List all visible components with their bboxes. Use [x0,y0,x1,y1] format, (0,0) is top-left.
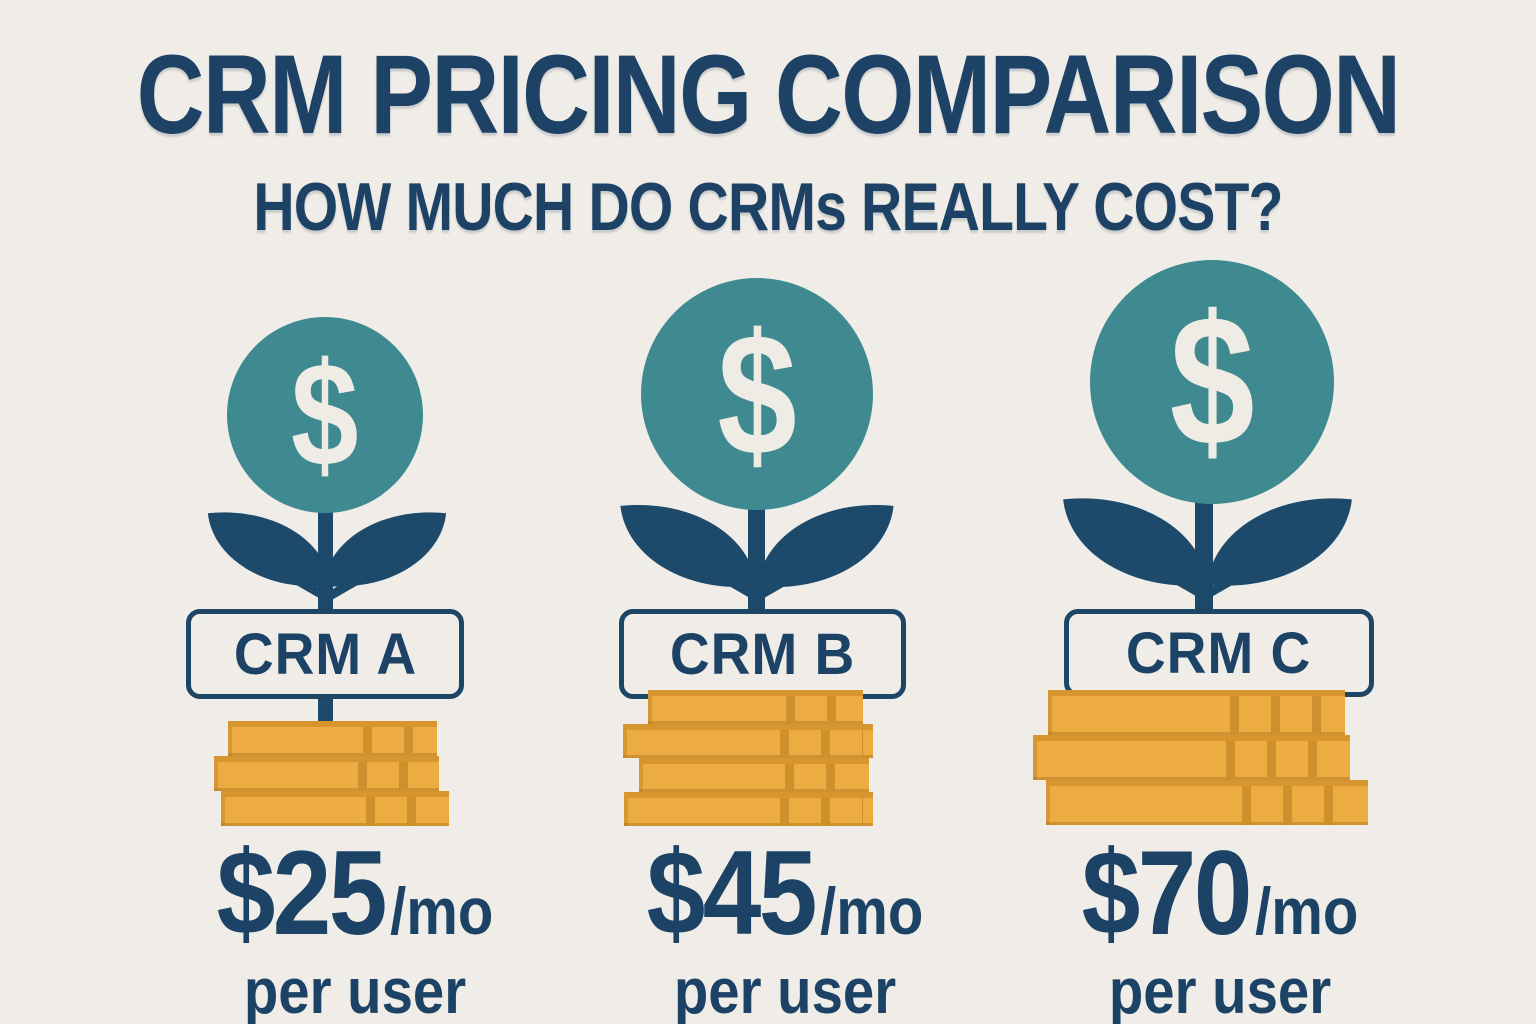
coin [648,690,863,724]
coin [1048,690,1345,735]
coin-ridges [334,797,439,826]
price-line: $45 /mo [618,833,952,953]
money-flower-icon: $ [641,278,873,510]
price-amount: $25 [216,826,388,960]
coin [1033,735,1350,780]
dollar-sign-icon: $ [717,297,797,491]
price-per-user: per user [1108,955,1332,1024]
coin [221,791,449,826]
price-amount: $45 [646,826,818,960]
price-block: $70 /mo per user [1048,833,1391,1023]
coin-ridges [330,727,427,756]
dollar-sign-icon: $ [1169,277,1255,486]
price-per-user: per user [673,955,897,1024]
coin-ridges [1194,741,1340,780]
coin [623,724,873,758]
coin-ridges [1209,786,1358,825]
coin [228,721,437,756]
price-period: /mo [820,874,924,948]
crm-label: CRM A [233,621,417,687]
price-line: $70 /mo [1048,833,1391,953]
coin [214,756,439,791]
price-block: $25 /mo per user [188,833,522,1023]
coin [624,792,873,826]
price-line: $25 /mo [188,833,522,953]
crm-label: CRM C [1126,620,1312,686]
coin [639,758,869,792]
price-period: /mo [390,874,494,948]
coin-ridges [748,798,863,826]
coin-ridges [1198,696,1335,735]
crm-label-box: CRM C [1064,609,1374,697]
price-block: $45 /mo per user [618,833,952,1023]
leaf-left-icon [1063,485,1208,599]
coin [1046,780,1368,825]
crm-label-box: CRM A [186,609,464,699]
coin-ridges [748,730,863,758]
money-flower-icon: $ [227,317,423,513]
page-title: CRM PRICING COMPARISON [136,32,1401,157]
price-period: /mo [1255,874,1359,948]
dollar-sign-icon: $ [291,332,359,497]
crm-label: CRM B [669,621,856,687]
coin-ridges [753,764,859,792]
price-per-user: per user [243,955,467,1024]
money-flower-icon: $ [1090,260,1334,504]
page-subtitle: HOW MUCH DO CRMs REALLY COST? [253,169,1283,245]
coin-ridges [754,696,853,724]
coin-ridges [325,762,429,791]
price-amount: $70 [1081,826,1253,960]
